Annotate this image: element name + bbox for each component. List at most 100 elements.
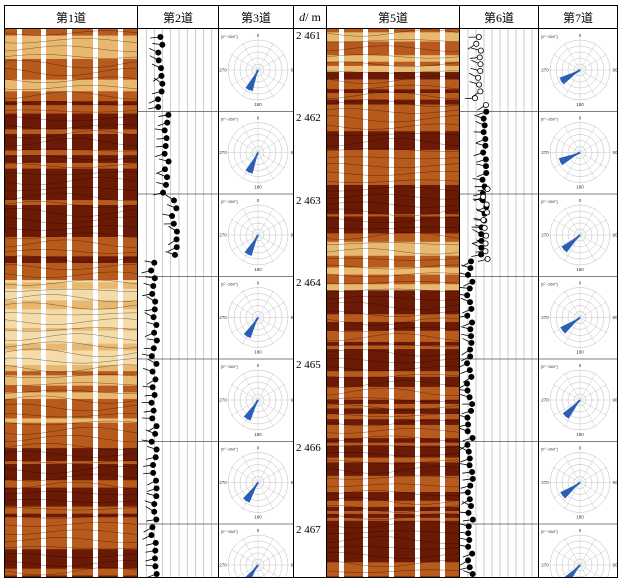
depth-label-2466: 2 466 [296, 442, 321, 454]
sinusoid-trace [327, 404, 459, 411]
tadpole-head [484, 209, 491, 216]
tadpole-head [465, 271, 472, 278]
sinusoid-trace [327, 54, 459, 59]
sinusoid-trace [327, 466, 459, 474]
rose-spoke [579, 317, 607, 334]
rose-main-arrow [245, 481, 259, 502]
rose-spoke [257, 152, 274, 180]
rose-west-label: 270 [541, 563, 549, 568]
rose-north-label: 0 [579, 116, 582, 121]
tadpole-head [465, 543, 472, 550]
tadpole-head [467, 265, 474, 272]
tadpole-head [476, 54, 483, 61]
rose-spoke [257, 466, 285, 483]
tadpole-head [151, 275, 158, 282]
rose-spoke [257, 152, 285, 169]
rose-east-label: 90 [612, 233, 618, 238]
rose-spoke [257, 399, 274, 427]
sinusoid-trace [5, 54, 137, 59]
tadpole-head [477, 47, 484, 54]
sinusoid-trace [5, 318, 137, 325]
rose-spoke [579, 219, 607, 236]
rose-spoke [579, 538, 596, 566]
tadpole-head [465, 509, 472, 516]
tadpole-head [148, 438, 155, 445]
sinusoid-trace [327, 115, 459, 123]
tadpole-head [468, 305, 475, 312]
rose-east-label: 90 [612, 150, 618, 155]
sinusoid-trace [5, 91, 137, 100]
rose-range-label: [0°~360°] [221, 447, 238, 452]
sinusoid-trace [327, 428, 459, 434]
rose-spoke [257, 317, 274, 345]
tadpole-head [151, 306, 158, 313]
rose-spoke [257, 136, 285, 153]
tadpole-head [468, 503, 475, 510]
rose-south-label: 180 [254, 515, 262, 520]
track-7-roses: [0°~360°] 0 180 90 270 [0°~360°] 0 180 90 270 [0°~… [538, 29, 618, 578]
sinusoid-trace [327, 61, 459, 67]
rose-spoke [257, 234, 274, 262]
pad-gap [389, 29, 394, 577]
sinusoid-trace [5, 395, 137, 404]
sinusoid-trace [5, 364, 137, 373]
rose-west-label: 270 [219, 233, 227, 238]
rose-spoke [257, 384, 285, 401]
rose-spoke [231, 234, 259, 251]
tadpole-head [467, 482, 474, 489]
sinusoid-trace [327, 242, 459, 245]
tadpole-head [480, 217, 487, 224]
sinusoid-trace [5, 255, 137, 263]
tadpole-head [466, 455, 473, 462]
tadpole-head [482, 135, 489, 142]
rose-spoke [579, 399, 607, 416]
rose-north-label: 0 [579, 198, 582, 203]
rose-spoke [579, 301, 607, 318]
rose-spoke [579, 564, 602, 577]
sinusoid-trace [5, 186, 137, 192]
tadpole-head [482, 156, 489, 163]
tadpole-head [464, 428, 471, 435]
rose-west-label: 270 [219, 315, 227, 320]
tadpole-head [467, 326, 474, 333]
depth-label-2465: 2 465 [296, 359, 321, 371]
rose-spoke [257, 208, 274, 236]
tadpole-head [483, 108, 490, 115]
tadpole-head [475, 34, 482, 40]
tadpole-head [148, 267, 155, 274]
rose-east-label: 90 [612, 398, 618, 403]
tadpole-head [468, 333, 475, 340]
rose-south-label: 180 [254, 267, 262, 272]
depth-label-2467: 2 467 [296, 524, 321, 536]
tadpole-head [149, 524, 156, 531]
rose-main-arrow [564, 399, 581, 418]
tadpole-head [171, 251, 178, 258]
tadpole-head [153, 493, 160, 500]
rose-range-label: [0°~360°] [221, 282, 238, 287]
rose-spoke [579, 373, 596, 401]
tadpole-head [468, 407, 475, 414]
sinusoid-trace [5, 333, 137, 341]
sinusoid-trace [5, 514, 137, 519]
tadpole-head [465, 421, 472, 428]
track-6-title: 第6道 [483, 10, 514, 25]
sinusoid-trace [327, 281, 459, 285]
track-2-title: 第2道 [162, 10, 193, 25]
sinusoid-trace [327, 226, 459, 230]
rose-west-label: 270 [541, 480, 549, 485]
tadpole-head [157, 34, 164, 40]
track-1-header: 第1道 [4, 5, 138, 29]
rose-north-label: 0 [579, 446, 582, 451]
sinusoid-trace [327, 257, 459, 261]
rose-north-label: 0 [257, 33, 260, 38]
sinusoid-trace [327, 343, 459, 347]
pad-gap [93, 29, 98, 577]
tadpole-head [464, 292, 471, 299]
rose-spoke [564, 234, 581, 262]
sinusoid-trace [5, 76, 137, 83]
rose-spoke [257, 69, 274, 97]
tadpole-head [467, 353, 474, 360]
pad-gap [339, 29, 344, 577]
